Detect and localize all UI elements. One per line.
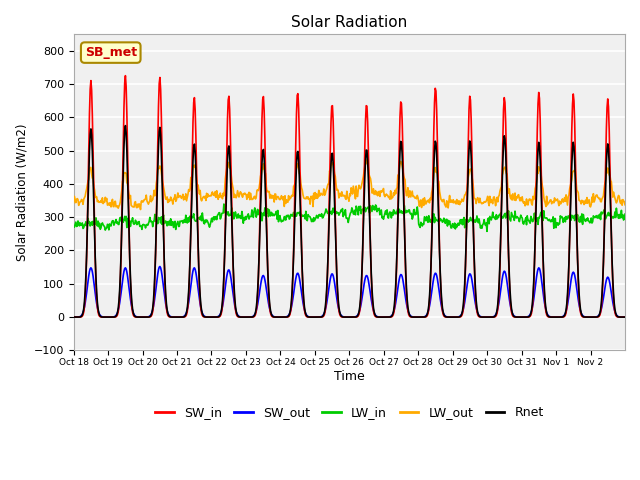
LW_out — [134, 204, 142, 210]
SW_out — [264, 296, 271, 301]
LW_in — [70, 223, 77, 228]
SW_out — [438, 304, 445, 310]
LW_in — [621, 211, 629, 217]
Rnet — [122, 123, 129, 129]
SW_out — [70, 314, 77, 320]
LW_in — [134, 221, 142, 227]
LW_in — [264, 206, 271, 212]
LW_in — [483, 228, 491, 234]
LW_out — [285, 193, 292, 199]
Rnet — [621, 314, 629, 320]
Title: Solar Radiation: Solar Radiation — [291, 15, 408, 30]
LW_out — [137, 207, 145, 213]
LW_in — [237, 214, 244, 219]
SW_in — [237, 314, 244, 320]
LW_out — [408, 191, 415, 197]
SW_out — [237, 314, 244, 320]
SW_in — [438, 301, 445, 307]
Rnet — [264, 266, 271, 272]
SW_in — [264, 267, 271, 273]
LW_out — [362, 157, 370, 163]
SW_in — [621, 314, 629, 320]
Text: SB_met: SB_met — [84, 46, 137, 59]
Line: LW_out: LW_out — [74, 160, 625, 210]
Legend: SW_in, SW_out, LW_in, LW_out, Rnet: SW_in, SW_out, LW_in, LW_out, Rnet — [150, 401, 548, 424]
SW_out — [285, 312, 292, 318]
Rnet — [438, 297, 445, 303]
Rnet — [407, 313, 415, 319]
SW_in — [285, 314, 292, 320]
LW_in — [220, 201, 228, 207]
LW_out — [70, 200, 77, 206]
Line: SW_out: SW_out — [74, 266, 625, 317]
Line: LW_in: LW_in — [74, 204, 625, 231]
LW_in — [438, 217, 445, 223]
SW_in — [122, 73, 129, 79]
LW_out — [438, 199, 446, 204]
Rnet — [70, 314, 77, 320]
SW_in — [70, 314, 77, 320]
SW_out — [156, 264, 164, 269]
Rnet — [285, 313, 292, 319]
LW_out — [621, 202, 629, 208]
LW_out — [264, 188, 271, 194]
Line: Rnet: Rnet — [74, 126, 625, 317]
X-axis label: Time: Time — [334, 370, 365, 383]
Rnet — [135, 314, 143, 320]
SW_out — [621, 314, 629, 320]
LW_in — [407, 211, 415, 217]
LW_out — [237, 189, 244, 195]
Y-axis label: Solar Radiation (W/m2): Solar Radiation (W/m2) — [15, 123, 28, 261]
SW_out — [407, 313, 415, 319]
SW_in — [407, 314, 415, 320]
Line: SW_in: SW_in — [74, 76, 625, 317]
SW_in — [135, 314, 143, 320]
LW_in — [285, 213, 292, 218]
Rnet — [237, 314, 244, 320]
SW_out — [134, 314, 142, 320]
